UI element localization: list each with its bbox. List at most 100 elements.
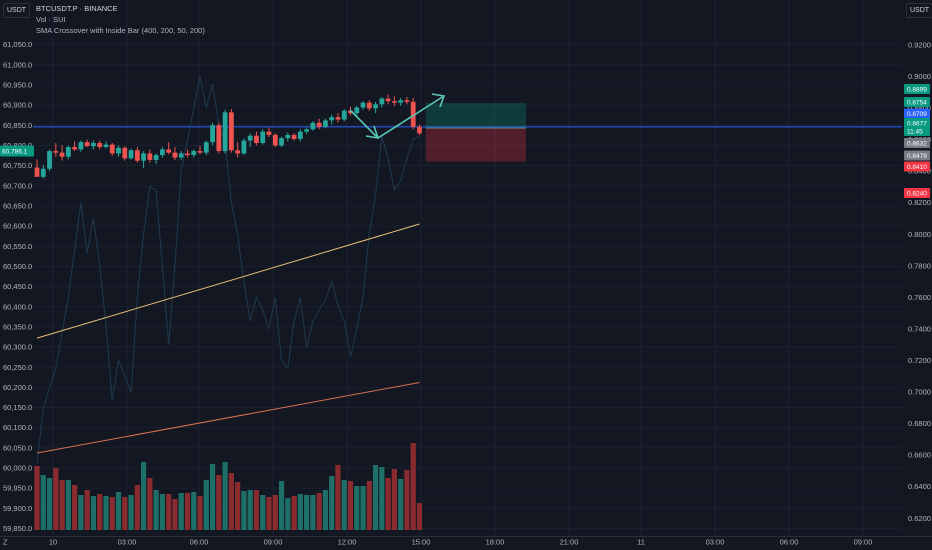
volume-bar [115,492,122,530]
candle-body [417,126,422,134]
candle-body [109,144,115,154]
right-axis-tick: 0.7200 [908,356,931,365]
candle-body [134,150,140,161]
candle-body [128,150,134,159]
candle-body [348,110,353,114]
time-axis-tick: 09:00 [854,538,873,547]
candle-body [329,117,335,121]
volume-bar [241,491,247,530]
volume-bar [335,465,341,530]
right-axis-tick: 0.7400 [908,324,931,333]
right-unit-button[interactable]: USDT [906,3,932,18]
left-axis-tick: 60,600.0 [3,222,32,231]
left-axis-tick: 59,950.0 [3,484,32,493]
arrow-line-up[interactable] [377,95,445,139]
candle-body [297,131,303,139]
left-axis-tick: 60,800.0 [3,141,32,150]
time-axis-tick: 03:00 [706,538,725,547]
left-axis-tick: 60,550.0 [3,242,32,251]
position-profit-zone[interactable] [425,103,527,129]
candle-body [385,98,391,102]
volume-bar [40,475,46,530]
time-axis[interactable] [0,536,932,550]
candle-body [247,135,253,141]
candle-body [341,110,347,120]
candle-body [65,147,71,157]
volume-bar [90,496,97,530]
volume-bar [53,468,59,530]
candle-body [335,117,341,120]
candle-body [379,98,385,105]
volume-bar [366,481,372,530]
volume-bar [147,478,153,530]
volume-bar [416,503,423,530]
left-axis-tick: 60,950.0 [3,81,32,90]
volume-bar [404,470,410,530]
candle-body [116,147,121,154]
time-axis-tick: 11 [637,538,645,547]
right-axis-tick: 0.6600 [908,451,931,460]
left-axis-tick: 59,900.0 [3,504,32,513]
candle-body [323,120,328,127]
candle-body [191,151,197,156]
candle-body [147,153,153,160]
right-axis-price-tag-label: 0.8899 [907,87,927,94]
right-axis-tick: 0.9200 [908,40,931,49]
volume-bar [398,479,404,530]
position-loss-zone[interactable] [425,128,527,162]
time-axis-tick: 10 [49,538,57,547]
arrow-line-down[interactable] [349,109,379,139]
left-axis-tick: 61,000.0 [3,60,32,69]
candle-body [34,167,40,177]
volume-bar [297,494,303,530]
candle-body [185,153,190,156]
left-axis-tick: 60,350.0 [3,322,32,331]
candle-body [272,134,278,146]
volume-bar [134,485,140,530]
candle-body [203,142,209,153]
candle-body [241,140,247,154]
candle-body [235,150,241,154]
candle-body [122,147,128,159]
left-price-axis[interactable] [0,0,33,550]
time-axis-tick: 18:00 [486,538,505,547]
right-axis-price-tag-label: 0.8410 [907,164,927,171]
candle-body [310,122,316,130]
right-axis-tick: 0.6400 [908,482,931,491]
volume-bar [266,497,272,530]
candle-body [103,144,109,148]
sma-line-orange [36,381,420,454]
left-unit-button[interactable]: USDT [3,3,31,18]
left-axis-tick: 60,150.0 [3,403,32,412]
volume-bar [109,497,115,530]
volume-bar [197,496,203,530]
volume-bar [354,486,360,530]
sma-line-yellow [36,223,420,339]
candle-body [153,155,159,160]
candle-body [160,149,165,156]
time-axis-tick: 06:00 [190,538,209,547]
candle-body [47,151,52,169]
candle-body [266,131,272,135]
candle-body [78,142,84,150]
candle-body [404,100,410,102]
candle-body [398,100,404,103]
volume-bar [278,481,285,530]
right-price-axis[interactable] [902,0,932,550]
right-axis-price-tag [904,150,930,161]
volume-bar [316,493,322,530]
right-axis-price-tag [904,161,930,172]
candle-body [91,142,96,147]
candle-body [216,125,222,152]
current-price-label: 60,786.1 [2,149,28,156]
volume-bar [59,480,65,530]
left-axis-tick: 60,400.0 [3,302,32,311]
right-axis-price-tag [904,84,930,94]
left-axis-tick: 60,500.0 [3,262,32,271]
candle-body [316,122,322,127]
volume-bar [72,485,78,530]
volume-bar [172,499,178,530]
volume-bar [209,464,216,530]
